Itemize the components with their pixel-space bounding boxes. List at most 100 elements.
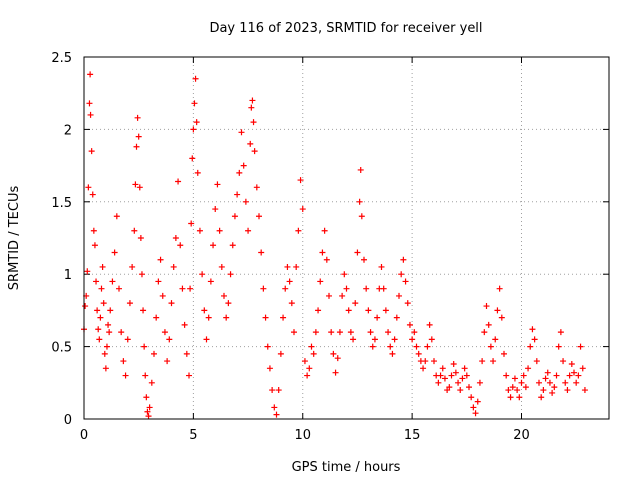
data-point [409,336,416,343]
data-point [571,369,577,376]
data-point [170,263,177,270]
data-point [538,394,545,401]
data-point [479,358,486,365]
data-point [82,303,89,310]
data-point [168,300,175,307]
y-tick-label: 2 [64,123,72,138]
data-point [501,350,507,357]
data-point [143,394,150,401]
data-point [365,307,372,314]
data-point [509,384,516,391]
data-point [389,350,396,357]
data-point [148,379,155,386]
data-point [124,336,131,343]
data-point [146,404,153,411]
y-tick-label: 0 [64,413,72,428]
x-tick-label: 15 [404,428,421,443]
data-point [470,404,477,411]
data-point [205,314,212,321]
data-point [199,271,206,278]
data-point [286,278,293,285]
data-point [99,263,106,270]
y-tick-label: 0.5 [51,341,72,356]
data-point [549,389,556,396]
data-point [452,369,459,376]
y-tick-label: 1 [64,268,72,283]
data-point [297,177,304,184]
data-point [400,256,407,263]
data-point [575,372,582,379]
data-point [250,119,257,126]
data-point [385,329,392,336]
data-point [402,278,409,285]
data-point [113,213,120,220]
data-point [455,379,462,386]
data-point [101,350,108,357]
data-point [363,285,370,292]
x-tick-label: 10 [294,428,311,443]
data-point [225,300,232,307]
data-point [111,249,118,256]
x-tick-label: 5 [189,428,197,443]
data-point [450,360,457,367]
data-point [134,114,141,121]
data-point [87,111,94,118]
data-point [166,336,173,343]
data-point [336,329,343,336]
data-point [328,329,335,336]
data-point [323,256,330,263]
data-point [258,249,265,256]
data-point [468,394,475,401]
data-point [485,321,492,328]
data-point [357,166,364,173]
x-axis-label: GPS time / hours [292,460,401,475]
data-point [159,292,166,299]
data-point [95,326,102,333]
data-point [380,285,387,292]
data-point [231,213,238,220]
data-point [196,227,203,234]
data-point [514,387,521,394]
data-point [218,263,225,270]
data-point [105,321,112,328]
data-point [536,379,542,386]
data-point [319,249,326,256]
data-point [350,336,357,343]
data-point [87,71,94,78]
data-point [141,343,148,350]
data-point [339,292,346,299]
data-point [332,369,339,376]
data-point [334,355,341,362]
data-point [100,300,107,307]
data-point [481,329,488,336]
data-point [321,227,328,234]
data-point [132,181,139,188]
data-point [177,242,184,249]
data-point [161,329,168,336]
data-point [540,387,547,394]
data-point [435,379,442,386]
data-point [518,379,525,386]
data-point [107,307,114,314]
data-point [106,329,113,336]
data-point [247,140,254,147]
data-point [308,343,315,350]
data-point [476,379,483,386]
data-point [282,285,289,292]
y-axis-label: SRMTID / TECUs [7,186,22,291]
data-points [81,71,588,420]
data-point [487,343,494,350]
data-point [240,162,247,169]
data-point [404,300,411,307]
data-point [441,375,448,382]
grid-lines [84,57,609,419]
data-point [140,307,147,314]
data-point [557,329,564,336]
data-point [356,198,363,205]
data-point [245,227,252,234]
data-point [306,365,313,372]
data-point [406,321,413,328]
data-point [315,307,322,314]
data-point [459,375,466,382]
